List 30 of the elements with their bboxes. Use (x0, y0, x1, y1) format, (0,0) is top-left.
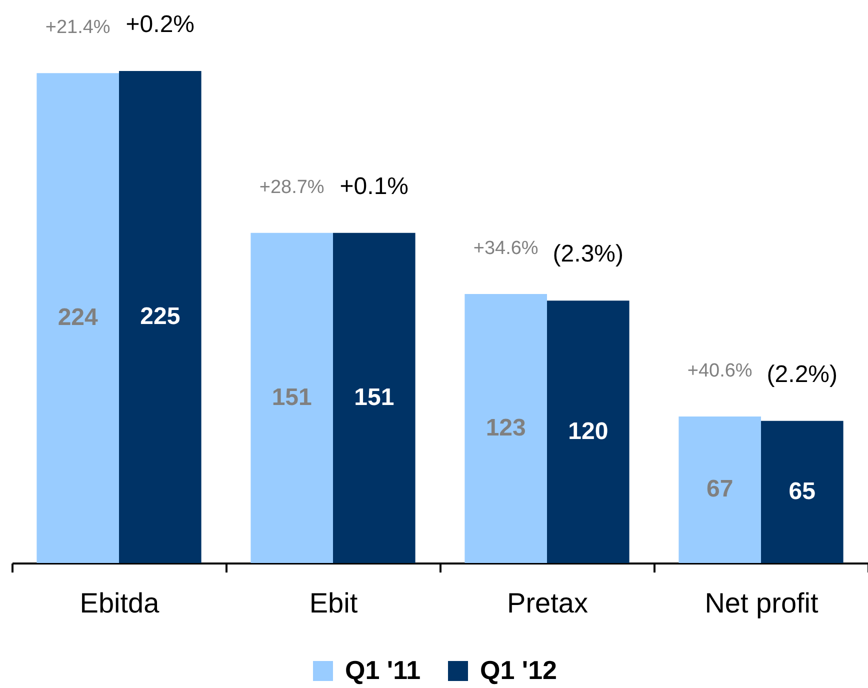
x-tick-label: Net profit (704, 588, 819, 618)
data-label: 120 (568, 418, 608, 445)
annotation: (2.2%) (766, 360, 838, 388)
data-label: 123 (486, 414, 526, 442)
annotation: +21.4% (45, 17, 110, 38)
annotation: +40.6% (687, 360, 752, 382)
annotation: +28.7% (259, 176, 324, 198)
data-label: 151 (272, 384, 312, 411)
data-label: 151 (354, 384, 394, 411)
x-tick-label: Ebitda (80, 588, 160, 618)
legend-label: Q1 '12 (480, 655, 558, 685)
bar (333, 232, 416, 563)
legend-label: Q1 '11 (345, 655, 421, 685)
bar (547, 300, 630, 563)
x-tick-label: Pretax (507, 588, 588, 618)
data-label: 225 (140, 303, 180, 330)
data-label: 224 (58, 304, 99, 332)
annotation: +0.2% (126, 11, 195, 38)
annotation: +0.1% (340, 172, 409, 200)
annotation: (2.3%) (552, 240, 624, 268)
data-label: 65 (788, 478, 816, 505)
annotation: +34.6% (473, 238, 538, 260)
bar (761, 420, 844, 563)
bar (464, 294, 547, 563)
bar (36, 73, 119, 563)
bar (250, 232, 333, 563)
x-tick-label: Ebit (309, 588, 358, 618)
bar (119, 71, 202, 563)
data-label: 67 (706, 476, 734, 503)
bar (678, 416, 761, 563)
